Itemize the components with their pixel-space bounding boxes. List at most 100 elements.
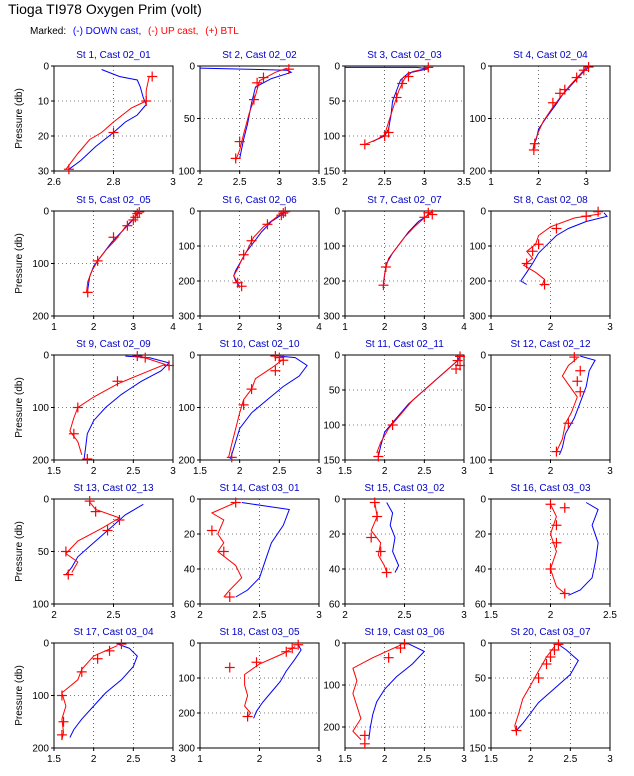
bottle-marker — [569, 352, 580, 363]
x-tick-label: 2.5 — [272, 466, 286, 477]
up-cast-line — [556, 357, 578, 452]
panel-12: St 12, Cast 02_12 1 2 3 0 50 100 — [469, 339, 613, 477]
bottle-marker — [559, 502, 570, 513]
bottle-marker — [451, 364, 462, 374]
up-cast-line — [364, 67, 429, 145]
y-tick-label: 20 — [329, 530, 341, 541]
y-axis-label: Pressure (db) — [14, 88, 25, 149]
panel-title: St 11, Cast 02_11 — [365, 339, 444, 350]
y-tick-label: 60 — [184, 600, 196, 611]
y-tick-label: 0 — [43, 495, 49, 506]
bottle-marker — [551, 223, 562, 234]
x-tick-label: 2.5 — [107, 610, 121, 621]
bottle-marker — [575, 386, 586, 397]
bottle-marker — [287, 643, 298, 654]
panel-title: St 12, Cast 02_12 — [510, 339, 590, 350]
panel-title: St 5, Cast 02_05 — [76, 195, 151, 206]
bottle-marker — [278, 208, 289, 219]
panel-18: St 18, Cast 03_05 1 2 3 0 100 200 300 — [178, 627, 322, 765]
bottle-marker — [108, 232, 119, 243]
y-tick-label: 50 — [329, 386, 341, 397]
bottle-marker — [82, 287, 93, 298]
bottle-marker — [224, 662, 235, 673]
bottle-marker — [230, 497, 241, 508]
bottle-marker — [533, 239, 544, 250]
y-tick-label: 40 — [475, 565, 487, 576]
bottle-marker — [527, 246, 538, 257]
panel-16: St 16, Cast 03_03 1.5 2 2.5 0 20 40 60 — [475, 483, 618, 621]
bottle-marker — [541, 659, 552, 669]
panel-title: St 16, Cast 03_03 — [510, 483, 590, 494]
x-tick-label: 2 — [237, 466, 243, 477]
up-cast-line — [233, 212, 282, 284]
x-tick-label: 1.5 — [338, 466, 352, 477]
bottle-marker — [63, 164, 74, 175]
x-tick-label: 2 — [548, 322, 554, 333]
panel-2: St 2, Cast 02_02 2 2.5 3 3.5 0 50 100 — [178, 50, 326, 188]
bottle-marker — [359, 738, 370, 749]
bottle-marker — [132, 351, 143, 362]
bottle-marker — [571, 72, 582, 83]
panel-17: St 17, Cast 03_04 1.5 2 2.5 3 0 100 200 Pressure… — [14, 627, 176, 765]
bottle-marker — [359, 730, 370, 741]
down-cast-line — [87, 211, 140, 290]
x-tick-label: 1 — [488, 466, 494, 477]
x-tick-label: 1.5 — [484, 754, 498, 765]
panel-7: St 7, Cast 02_07 1 2 3 4 0 100 200 300 — [323, 195, 467, 333]
bottle-marker — [281, 646, 292, 657]
bottle-marker — [114, 515, 125, 525]
y-tick-label: 0 — [43, 351, 49, 362]
bottle-marker — [563, 418, 574, 429]
bottle-marker — [283, 64, 294, 75]
y-tick-label: 0 — [43, 207, 49, 218]
y-tick-label: 0 — [480, 351, 486, 362]
y-tick-label: 300 — [178, 744, 195, 755]
up-cast-line — [210, 502, 243, 598]
bottle-marker — [397, 78, 408, 89]
down-cast-line — [83, 355, 170, 459]
y-tick-label: 100 — [32, 403, 49, 414]
bottle-marker — [559, 588, 570, 599]
y-tick-label: 200 — [323, 277, 340, 288]
bottle-marker — [369, 497, 380, 508]
bottle-marker — [60, 546, 71, 557]
bottle-marker — [455, 351, 466, 362]
bottle-marker — [122, 220, 133, 231]
bottle-marker — [395, 643, 406, 654]
bottle-marker — [164, 360, 175, 371]
y-tick-label: 200 — [323, 723, 340, 734]
y-tick-label: 50 — [475, 403, 487, 414]
x-tick-label: 2 — [548, 466, 554, 477]
x-tick-label: 2.5 — [563, 754, 577, 765]
panel-6: St 6, Cast 02_06 1 2 3 4 0 100 200 300 — [178, 195, 322, 333]
y-tick-label: 300 — [323, 312, 340, 323]
y-tick-label: 0 — [43, 639, 49, 650]
bottle-marker — [381, 567, 392, 578]
bottle-marker — [452, 355, 463, 366]
panel-title: St 15, Cast 03_02 — [364, 483, 444, 494]
y-tick-label: 300 — [469, 312, 486, 323]
x-tick-label: 2.5 — [417, 754, 431, 765]
y-tick-label: 20 — [184, 530, 196, 541]
bottle-marker — [549, 645, 560, 655]
down-cast-line — [68, 69, 147, 170]
bottle-marker — [92, 653, 103, 664]
panel-title: St 14, Cast 03_01 — [219, 483, 299, 494]
panel-14: St 14, Cast 03_01 2 2.5 3 0 20 40 60 — [184, 483, 322, 621]
panel-title: St 9, Cast 02_09 — [76, 339, 151, 350]
y-tick-label: 0 — [480, 495, 486, 506]
x-tick-label: 3 — [461, 610, 467, 621]
y-tick-label: 100 — [323, 242, 340, 253]
down-cast-line — [235, 502, 290, 598]
x-tick-label: 1.5 — [338, 754, 352, 765]
bottle-marker — [58, 716, 69, 727]
bottle-marker — [391, 92, 402, 103]
bottle-marker — [238, 249, 249, 260]
x-tick-label: 3 — [461, 466, 467, 477]
x-tick-label: 2.5 — [398, 610, 412, 621]
y-tick-label: 200 — [469, 277, 486, 288]
legend-marked-prefix: Marked: — [30, 26, 66, 37]
up-cast-line — [514, 646, 555, 733]
y-tick-label: 0 — [189, 495, 195, 506]
bottle-marker — [90, 506, 101, 517]
